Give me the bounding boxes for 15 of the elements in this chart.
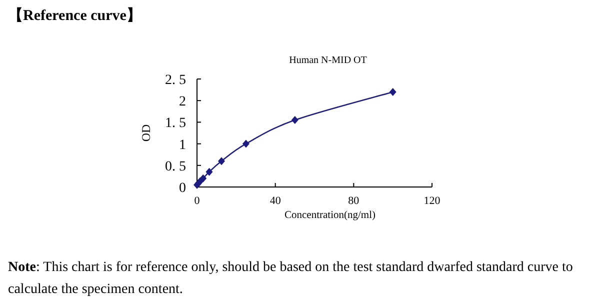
y-axis-title: OD <box>139 124 153 142</box>
y-tick-label: 1. 5 <box>165 116 186 132</box>
text: 【Reference curve】 <box>8 6 142 25</box>
chart-subtitle: Human N-MID OT <box>289 55 367 66</box>
x-tick-label: 80 <box>348 195 360 207</box>
text: Note: This chart is for reference only, should be based on the test standard dwarfed standard curve to calculate the specimen content. <box>8 259 574 299</box>
x-tick-label: 120 <box>424 195 441 207</box>
y-tick-label: 1 <box>179 138 186 153</box>
y-tick-label: 0 <box>179 181 186 196</box>
y-tick-label: 2 <box>179 94 186 110</box>
x-axis-title: Concentration(ng/ml) <box>284 210 376 221</box>
y-tick-label: 2. 5 <box>165 73 186 88</box>
x-tick-label: 40 <box>270 195 282 207</box>
y-tick-label: 0. 5 <box>165 159 186 174</box>
x-tick-label: 0 <box>194 195 200 207</box>
